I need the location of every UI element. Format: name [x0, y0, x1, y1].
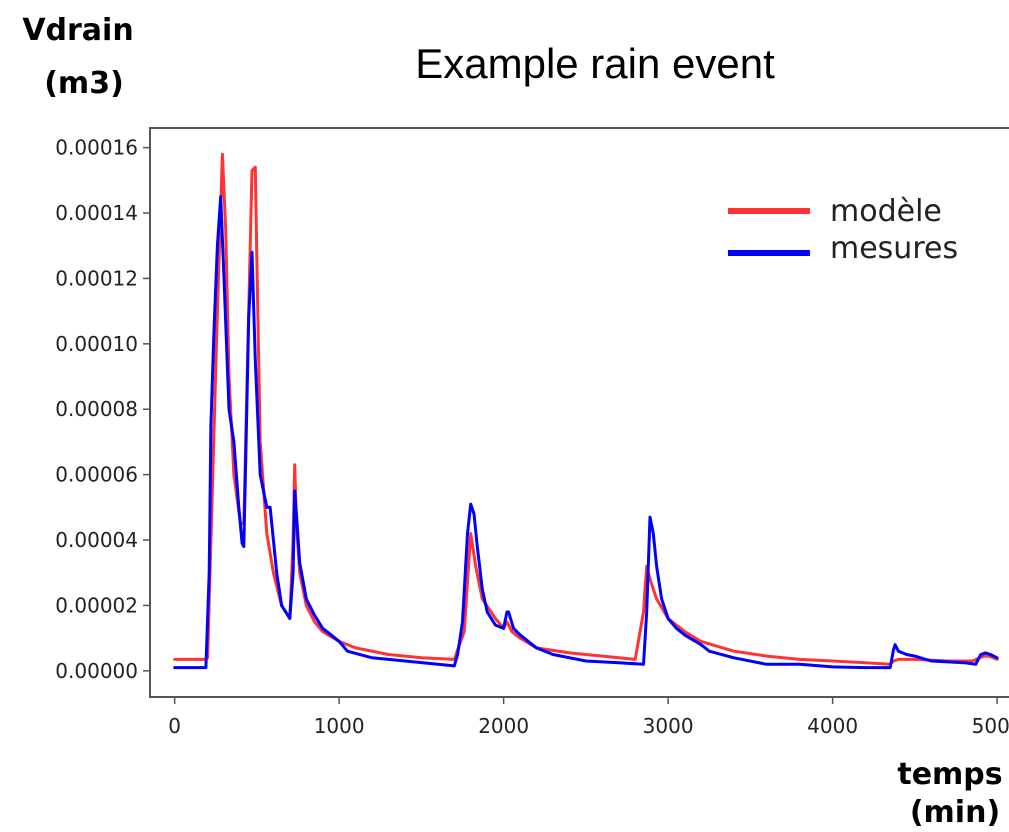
y-tick-label: 0.00014 [55, 201, 138, 225]
y-tick-label: 0.00016 [55, 136, 138, 160]
series-line-modele [173, 152, 999, 666]
legend: modèle mesures [728, 194, 958, 266]
y-axis-label-line2: (m3) [44, 66, 124, 101]
plot-frame [149, 127, 1009, 698]
y-tick-label: 0.00010 [55, 332, 138, 356]
y-tick-label: 0.00006 [55, 463, 138, 487]
x-axis-label-line2: (min) [910, 795, 1000, 830]
legend-label-modele: modèle [830, 194, 942, 229]
x-tick-label: 4000 [807, 714, 858, 738]
y-tick-label: 0.00002 [55, 593, 138, 617]
y-tick-label: 0.00000 [55, 659, 138, 683]
y-tick-label: 0.00012 [55, 266, 138, 290]
legend-label-mesures: mesures [830, 231, 958, 266]
x-axis-label-line1: temps [897, 757, 1002, 792]
y-tick-label: 0.00008 [55, 397, 138, 421]
x-tick-label: 0 [168, 714, 181, 738]
series-line-mesures [173, 195, 999, 670]
chart-title: Example rain event [415, 40, 775, 87]
x-tick-label: 3000 [643, 714, 694, 738]
x-tick-label: 2000 [478, 714, 529, 738]
series-layer [173, 152, 999, 670]
y-tick-label: 0.00004 [55, 528, 138, 552]
x-tick-label: 1000 [314, 714, 365, 738]
y-axis-label-line1: Vdrain [22, 13, 133, 48]
